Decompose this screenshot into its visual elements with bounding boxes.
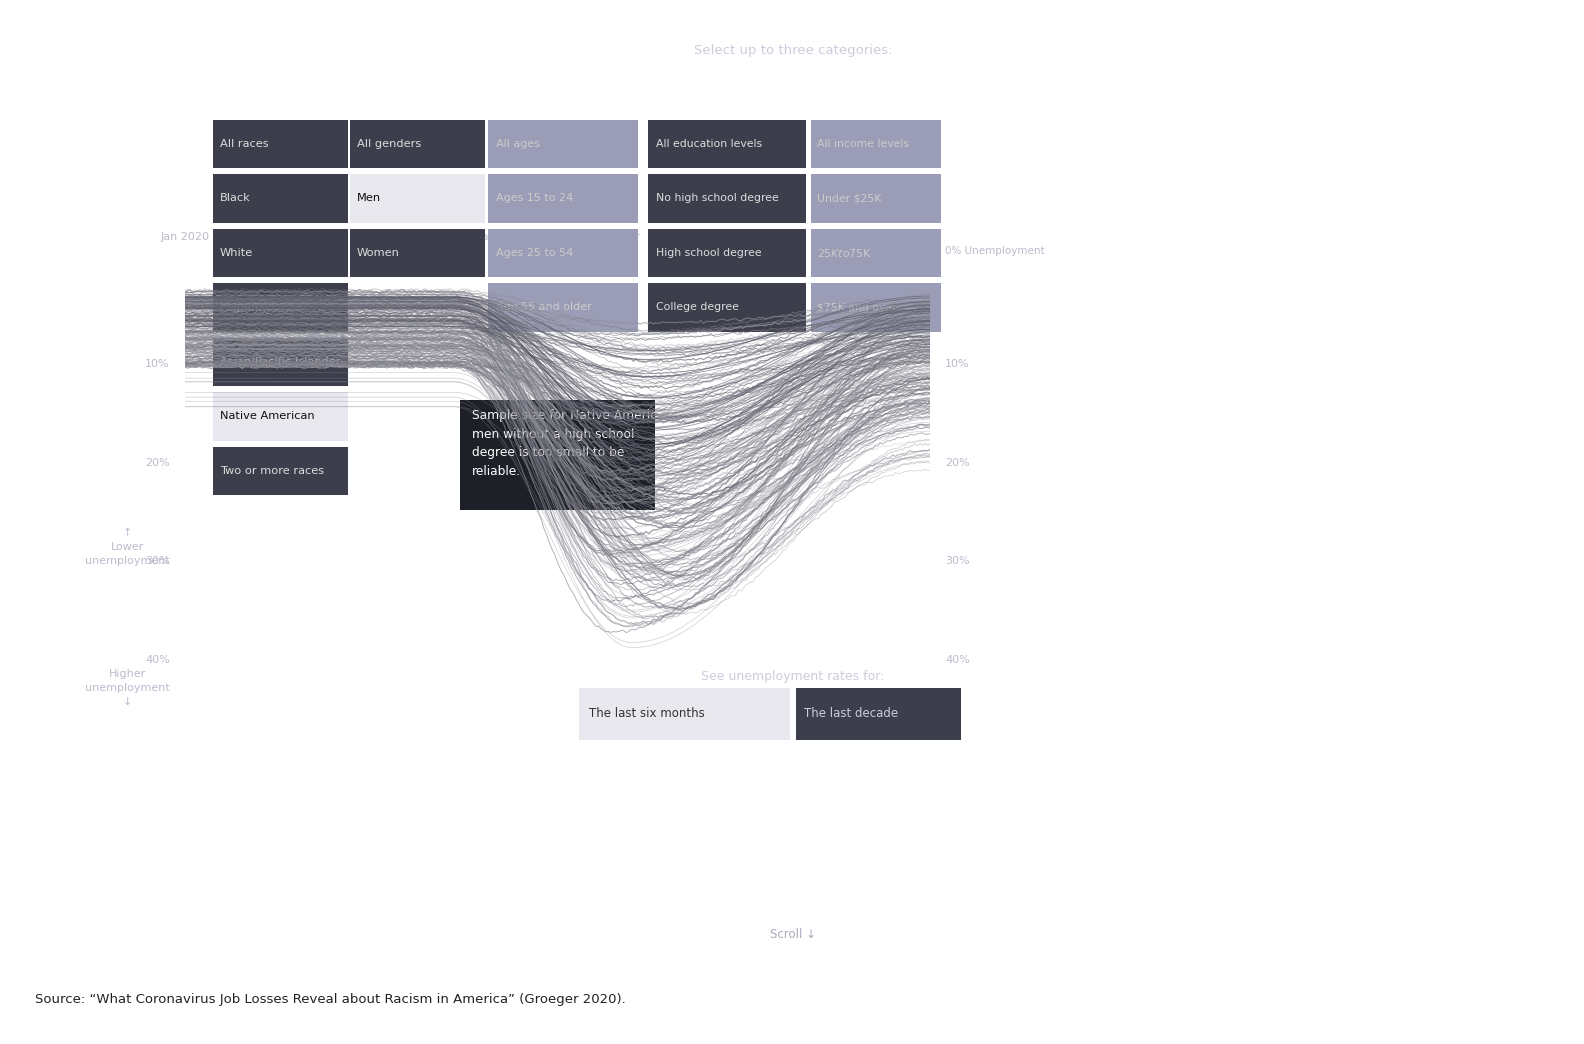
Text: Black: Black <box>220 193 250 204</box>
Text: Source: “What Coronavirus Job Losses Reveal about Racism in America” (Groeger 20: Source: “What Coronavirus Job Losses Rev… <box>35 993 626 1005</box>
Text: Jun: Jun <box>922 232 939 241</box>
Text: The last six months: The last six months <box>589 708 705 720</box>
FancyBboxPatch shape <box>214 393 348 441</box>
Text: All education levels: All education levels <box>656 139 762 149</box>
FancyBboxPatch shape <box>578 688 790 740</box>
Text: 30%: 30% <box>946 556 969 567</box>
Text: All races: All races <box>220 139 269 149</box>
Text: 30%: 30% <box>146 556 169 567</box>
Text: Ages 15 to 24: Ages 15 to 24 <box>496 193 573 204</box>
FancyBboxPatch shape <box>214 174 348 223</box>
FancyBboxPatch shape <box>488 229 638 278</box>
FancyBboxPatch shape <box>214 283 348 332</box>
Text: Men: Men <box>356 193 382 204</box>
Text: 20%: 20% <box>146 457 169 468</box>
Text: 0% Unemployment: 0% Unemployment <box>946 245 1045 256</box>
Text: 10%: 10% <box>946 359 969 369</box>
Text: See unemployment rates for:: See unemployment rates for: <box>702 670 884 684</box>
FancyBboxPatch shape <box>811 283 941 332</box>
Text: 10%: 10% <box>146 359 169 369</box>
Text: Under $25K: Under $25K <box>817 193 882 204</box>
Text: Hispanic/Latino: Hispanic/Latino <box>220 303 307 312</box>
Text: Select up to three categories:: Select up to three categories: <box>694 45 892 57</box>
Text: Feb: Feb <box>325 232 344 241</box>
Text: Jan 2020: Jan 2020 <box>160 232 209 241</box>
Text: The last decade: The last decade <box>805 708 898 720</box>
Text: 40%: 40% <box>946 656 969 665</box>
Text: May: May <box>770 232 792 241</box>
FancyBboxPatch shape <box>350 174 485 223</box>
FancyBboxPatch shape <box>795 688 961 740</box>
Text: Native American: Native American <box>220 411 315 422</box>
FancyBboxPatch shape <box>214 337 348 386</box>
Text: Women: Women <box>356 248 399 258</box>
FancyBboxPatch shape <box>488 120 638 168</box>
Text: ↑
Lower
unemployment: ↑ Lower unemployment <box>86 528 169 566</box>
Text: Mar: Mar <box>472 232 494 241</box>
FancyBboxPatch shape <box>648 283 806 332</box>
Text: High school degree: High school degree <box>656 248 762 258</box>
FancyBboxPatch shape <box>459 400 656 511</box>
Text: College degree: College degree <box>656 303 738 312</box>
Text: Two or more races: Two or more races <box>220 466 325 476</box>
Text: 20%: 20% <box>946 457 969 468</box>
Text: 40%: 40% <box>146 656 169 665</box>
Text: All genders: All genders <box>356 139 421 149</box>
FancyBboxPatch shape <box>811 174 941 223</box>
FancyBboxPatch shape <box>350 229 485 278</box>
Text: Sample size for Native American
men without a high school
degree is too small to: Sample size for Native American men with… <box>472 409 672 478</box>
Text: Apr: Apr <box>623 232 642 241</box>
FancyBboxPatch shape <box>350 120 485 168</box>
Text: $25K to $75K: $25K to $75K <box>817 247 873 259</box>
Text: Higher
unemployment
↓: Higher unemployment ↓ <box>86 669 169 707</box>
Text: No high school degree: No high school degree <box>656 193 779 204</box>
Text: All ages: All ages <box>496 139 540 149</box>
Text: White: White <box>220 248 253 258</box>
FancyBboxPatch shape <box>214 120 348 168</box>
FancyBboxPatch shape <box>214 447 348 495</box>
FancyBboxPatch shape <box>648 174 806 223</box>
Text: Age 55 and older: Age 55 and older <box>496 303 591 312</box>
Text: Asian/Pacific Islander: Asian/Pacific Islander <box>220 357 341 366</box>
FancyBboxPatch shape <box>488 283 638 332</box>
FancyBboxPatch shape <box>648 120 806 168</box>
FancyBboxPatch shape <box>648 229 806 278</box>
Text: $75K and over: $75K and over <box>817 303 897 312</box>
FancyBboxPatch shape <box>488 174 638 223</box>
FancyBboxPatch shape <box>811 120 941 168</box>
Text: Ages 25 to 54: Ages 25 to 54 <box>496 248 573 258</box>
Text: All income levels: All income levels <box>817 139 909 149</box>
FancyBboxPatch shape <box>811 229 941 278</box>
FancyBboxPatch shape <box>214 229 348 278</box>
Text: Scroll ↓: Scroll ↓ <box>770 928 816 941</box>
